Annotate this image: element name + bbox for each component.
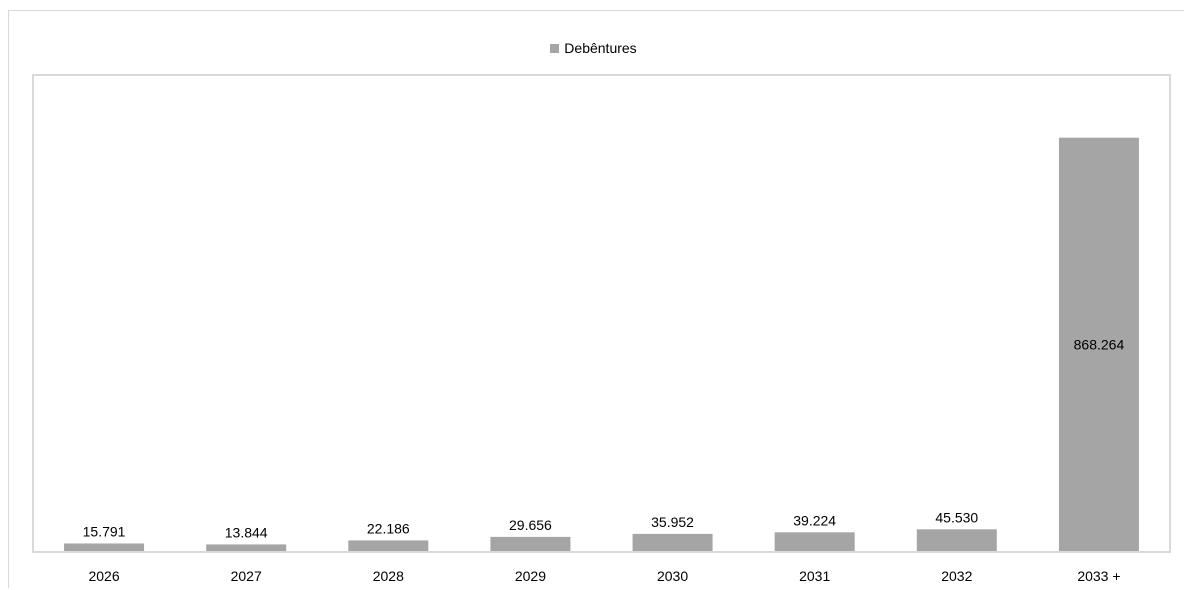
x-tick-label: 2030 [657,568,688,584]
data-label: 15.791 [83,523,126,539]
x-tick-label: 2028 [373,568,404,584]
bar-2028 [348,540,429,551]
bar-2027 [206,544,287,551]
data-label: 39.224 [793,512,836,528]
bar-2032 [916,529,997,551]
bars-group [64,137,1139,551]
data-label: 13.844 [225,524,268,540]
x-tick-label: 2032 [941,568,972,584]
x-tick-labels-group: 2026 2027 2028 2029 2030 2031 2032 2033 + [88,568,1120,584]
bar-2026 [64,543,145,551]
bar-2033+ [1058,137,1139,551]
chart-frame [8,10,1184,588]
bar-2030 [632,533,713,551]
legend-label: Debêntures [564,40,637,56]
plot-area [32,74,1171,553]
x-tick-label: 2033 + [1077,568,1120,584]
legend-swatch [550,44,560,53]
data-label: 35.952 [651,514,694,530]
x-tick-label: 2027 [231,568,262,584]
x-tick-label: 2026 [88,568,119,584]
data-label: 868.264 [1074,336,1125,352]
data-label: 45.530 [935,509,978,525]
bar-2031 [774,532,855,551]
x-tick-label: 2029 [515,568,546,584]
bar-2029 [490,536,571,551]
data-labels-group: 15.791 13.844 22.186 29.656 35.952 39.224 45.5… [83,336,1125,540]
data-label: 29.656 [509,517,552,533]
data-label: 22.186 [367,520,410,536]
x-tick-label: 2031 [799,568,830,584]
legend: Debêntures [0,40,1187,56]
